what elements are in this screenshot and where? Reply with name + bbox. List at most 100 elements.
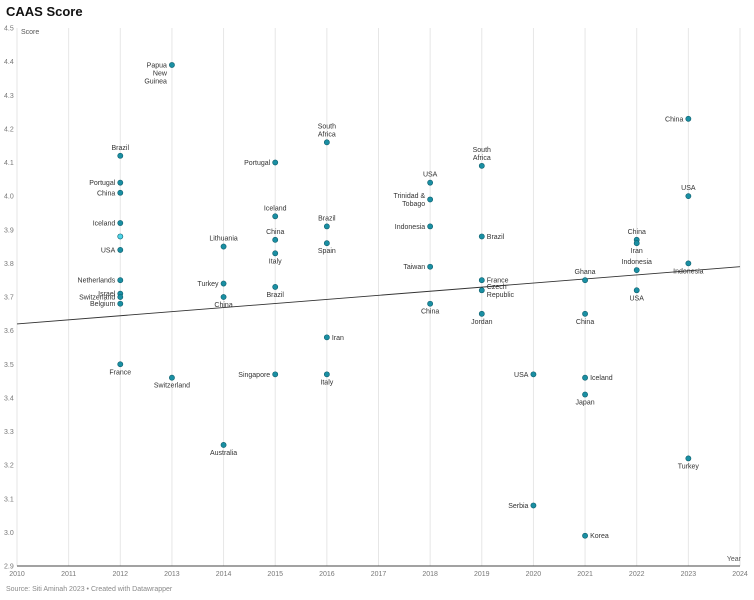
point-label: USA: [514, 372, 529, 379]
trend-line: [16, 266, 741, 325]
y-tick-label: 3.0: [4, 530, 14, 537]
y-tick-label: 2.9: [4, 564, 14, 571]
point-label: USA: [423, 172, 438, 179]
x-tick-label: 2022: [629, 571, 645, 578]
data-point: [478, 310, 485, 317]
point-label: Portugal: [89, 180, 116, 187]
point-label: USA: [681, 185, 696, 192]
data-point: [427, 263, 434, 270]
point-label: Brazil: [112, 145, 130, 152]
data-point: [427, 223, 434, 230]
y-tick-label: 3.2: [4, 463, 14, 470]
y-tick-label: 4.5: [4, 26, 14, 33]
point-label: Italy: [320, 379, 333, 386]
data-point: [117, 220, 124, 226]
data-point: [117, 179, 124, 186]
point-label: China: [628, 229, 646, 236]
data-point: [220, 243, 227, 250]
data-point: [685, 193, 692, 200]
x-tick-label: 2012: [112, 571, 128, 578]
x-tick-label: 2014: [216, 571, 232, 578]
y-tick-label: 4.4: [4, 59, 14, 66]
point-label: China: [421, 309, 439, 316]
point-label: Iran: [631, 248, 643, 255]
y-tick-label: 4.2: [4, 126, 14, 133]
data-point: [582, 374, 588, 381]
source-footer: Source: Siti Aminah 2023 • Created with …: [6, 586, 173, 593]
data-point: [530, 371, 537, 378]
point-label: South Africa: [318, 123, 336, 138]
data-point: [582, 277, 588, 284]
data-point: [323, 371, 330, 378]
data-point: [272, 284, 279, 290]
point-label: Papua New Guinea: [144, 62, 168, 85]
y-tick-label: 3.5: [4, 362, 14, 369]
point-label: Brazil: [487, 234, 505, 241]
point-label: France: [109, 369, 131, 376]
data-point: [272, 371, 279, 378]
x-tick-label: 2024: [732, 571, 748, 578]
data-point: [272, 250, 279, 257]
y-tick-label: 3.1: [4, 496, 14, 503]
data-point: [685, 115, 692, 122]
data-point: [323, 240, 330, 247]
data-point: [169, 62, 175, 68]
y-tick-label: 3.7: [4, 295, 14, 302]
point-label: Iceland: [93, 221, 116, 228]
point-label: Spain: [318, 248, 336, 255]
point-label: Ghana: [575, 269, 596, 276]
data-point: [582, 391, 588, 398]
y-tick-label: 3.4: [4, 395, 14, 402]
point-label: Switzerland: [154, 383, 190, 390]
point-label: USA: [630, 295, 645, 302]
data-point: [117, 247, 124, 253]
point-label: USA: [101, 247, 116, 254]
data-point: [427, 179, 434, 186]
data-point: [220, 294, 227, 300]
y-tick-label: 3.8: [4, 261, 14, 268]
x-tick-label: 2020: [526, 571, 542, 578]
data-point: [272, 159, 279, 166]
point-label: China: [576, 319, 594, 326]
point-label: Switzerland: [79, 295, 115, 302]
x-tick-label: 2018: [422, 571, 438, 578]
data-point: [633, 240, 640, 247]
data-point: [633, 267, 640, 273]
data-point: [117, 300, 124, 307]
point-label: China: [214, 302, 232, 309]
point-label: Brazil: [266, 292, 284, 299]
y-tick-label: 3.6: [4, 328, 14, 335]
x-tick-label: 2010: [9, 571, 25, 578]
data-point: [220, 280, 227, 287]
chart-title: CAAS Score: [6, 4, 83, 19]
x-tick-label: 2023: [681, 571, 697, 578]
data-point: [117, 277, 124, 284]
point-label: Lithuania: [209, 236, 238, 243]
data-point: [530, 502, 537, 509]
x-tick-label: 2019: [474, 571, 490, 578]
x-axis-title: Year: [727, 556, 742, 563]
y-tick-label: 4.0: [4, 194, 14, 201]
point-label: Indonesia: [622, 259, 652, 266]
x-tick-label: 2016: [319, 571, 335, 578]
point-label: Korea: [590, 533, 609, 540]
point-label: South Africa: [473, 147, 491, 162]
point-label: Iceland: [590, 375, 613, 382]
data-point: [272, 236, 279, 243]
point-label: Japan: [576, 400, 595, 407]
point-label: Italy: [269, 258, 282, 265]
y-tick-label: 4.1: [4, 160, 14, 167]
x-tick-label: 2013: [164, 571, 180, 578]
point-label: Australia: [210, 450, 237, 457]
data-point: [633, 287, 640, 294]
point-label: Trinidad & Tobago: [393, 193, 425, 208]
x-tick-label: 2015: [267, 571, 283, 578]
point-label: China: [665, 116, 683, 123]
data-point: [117, 152, 124, 159]
data-point: [685, 260, 692, 267]
data-point: [169, 374, 175, 381]
point-label: Indonesia: [673, 268, 703, 275]
point-label: Brazil: [318, 215, 336, 222]
data-point: [117, 361, 124, 368]
data-point: [272, 213, 279, 220]
